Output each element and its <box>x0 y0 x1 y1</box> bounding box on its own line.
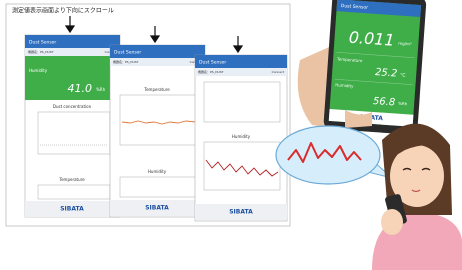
logo: SIBATA <box>60 206 84 213</box>
device: 機器名：PS_DUST <box>28 49 54 54</box>
reading-unit: %Rh <box>96 87 106 92</box>
chart-title: Humidity <box>232 134 251 139</box>
status: Connect <box>272 70 285 74</box>
hum-value: 56.8 <box>373 96 396 109</box>
app-title: Dust Sensor <box>199 60 226 66</box>
caption: 測定値表示画面より下向にスクロール <box>12 7 114 15</box>
app-title: Dust Sensor <box>114 50 141 56</box>
temp-value: 25.2 <box>375 67 398 80</box>
phone: Dust Sensor 0.011 mg/m³ Temperature 25.2… <box>323 0 426 135</box>
temp-unit: °C <box>400 72 406 78</box>
chart-title: Dust concentration <box>53 104 92 109</box>
shape <box>120 177 198 197</box>
screen: Dust Sensor 機器名：PS_DUST Connect Humidity… <box>195 55 287 221</box>
device: 機器名：PS_DUST <box>113 59 139 64</box>
next-title: Temperature <box>58 177 85 182</box>
page: 測定値表示画面より下向にスクロール Dust Sensor 機器名：PS_DUS… <box>0 0 462 270</box>
app-title: Dust Sensor <box>29 40 56 46</box>
next-title: Humidity <box>148 169 167 174</box>
shape <box>120 95 198 145</box>
logo: SIBATA <box>229 209 253 216</box>
shape <box>329 0 421 127</box>
shape <box>38 112 110 154</box>
shape <box>204 82 280 122</box>
hum-unit: %Rh <box>398 101 408 107</box>
shape <box>38 185 110 199</box>
device: 機器名：PS_DUST <box>198 69 224 74</box>
dust-unit: mg/m³ <box>398 41 412 47</box>
reading-label: Humidity <box>29 68 48 73</box>
dust-value: 0.011 <box>348 28 395 50</box>
chart-title: Temperature <box>143 87 170 92</box>
logo: SIBATA <box>145 205 169 212</box>
screen: Dust Sensor 機器名：PS_DUST Connect Temperat… <box>110 45 205 217</box>
screen: Dust Sensor 機器名：PS_DUST Connect Humidity… <box>25 35 120 217</box>
reading-value: 41.0 <box>68 82 93 95</box>
shape <box>381 209 403 235</box>
